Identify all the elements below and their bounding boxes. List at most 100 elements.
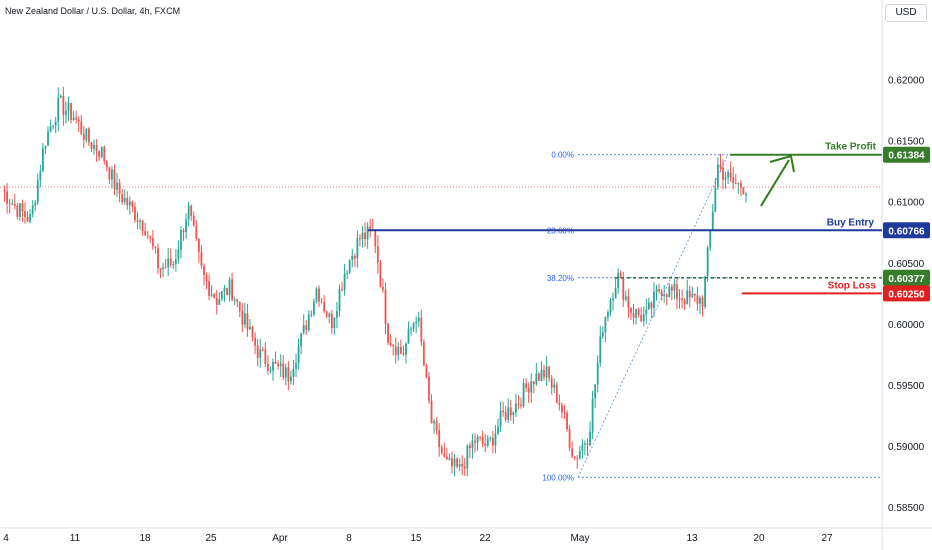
candle-body [295,363,297,369]
candle-body [203,266,205,276]
candle-body [624,296,627,300]
candle-body [586,443,589,446]
candle-body [458,464,461,467]
candle-body [374,230,377,247]
candle-body [47,131,49,146]
candle-body [535,373,538,385]
candle-body [57,97,60,122]
candle-body [93,144,95,149]
candle-body [246,313,249,330]
candle-body [336,311,338,318]
candle-body [31,205,34,215]
candle-body [72,117,75,121]
candle-body [162,267,164,270]
candle-body [568,429,571,449]
candle-body [75,117,78,120]
candle-body [238,301,241,312]
candle-body [727,172,730,178]
candle-body [693,293,696,296]
candle-body [177,249,180,260]
currency-button[interactable]: USD [885,4,927,22]
candle-body [468,445,471,449]
candle-body [302,325,305,334]
candle-body [681,298,683,301]
x-tick-label: Apr [272,533,288,544]
candle-body [167,258,170,268]
candle-body [172,264,175,266]
candle-body [599,336,602,363]
candle-body [471,440,474,449]
x-tick-label: 15 [410,533,422,544]
candle-body [282,363,285,378]
price-tag-box [883,285,930,302]
candle-body [297,346,300,364]
candle-body [379,262,382,287]
candle-body [384,289,387,324]
candle-body [44,145,47,149]
candle-body [243,313,246,325]
candle-body [98,151,101,157]
candle-body [111,169,113,180]
x-tick-label: May [571,533,590,544]
candle-body [8,203,11,205]
candle-body [601,332,604,337]
candle-body [54,121,57,126]
candle-body [338,289,341,312]
candle-body [272,361,274,371]
candle-body [180,230,182,250]
candle-body [34,202,37,206]
candle-body [425,364,428,377]
candle-body [456,458,458,467]
candle-body [614,287,617,299]
candle-body [658,289,660,292]
candle-body [126,198,129,206]
stop-loss-label: Stop Loss [828,280,877,291]
candle-body [491,437,494,446]
candle-body [13,203,16,206]
candle-body [266,364,269,371]
candle-body [650,302,653,309]
candle-body [538,373,540,381]
candle-body [254,337,257,346]
candle-body [95,144,98,152]
candle-body [573,456,576,458]
candle-body [609,300,612,313]
candle-body [440,447,443,454]
candle-body [683,300,686,305]
candle-body [670,286,673,291]
candle-body [16,205,19,217]
y-tick-label: 0.60000 [888,320,925,331]
candle-body [62,96,65,115]
candle-body [369,226,372,230]
candle-body [220,291,223,300]
price-tag-box [883,222,930,239]
candle-body [80,121,83,134]
candle-body [330,313,333,329]
candle-body [49,126,52,132]
candle-body [88,128,90,143]
candle-body [310,314,313,316]
candle-body [739,182,742,188]
candle-body [571,448,574,457]
candle-body [630,307,632,314]
candle-body [305,325,308,331]
candle-body [118,182,121,195]
x-tick-label: 25 [205,533,217,544]
candle-body [494,433,497,446]
candle-body [382,286,384,290]
candle-body [287,367,290,382]
price-tag-value: 0.60766 [888,226,925,237]
y-tick-label: 0.61500 [888,137,925,148]
candle-body [169,258,172,266]
candle-body [484,443,487,446]
candle-body [619,272,622,278]
candle-body [164,267,167,269]
candle-body [52,125,55,127]
candle-body [678,298,681,300]
candle-body [445,456,448,460]
candle-body [704,276,706,307]
candle-body [328,313,331,317]
candle-body [402,353,405,355]
candle-body [223,288,226,292]
